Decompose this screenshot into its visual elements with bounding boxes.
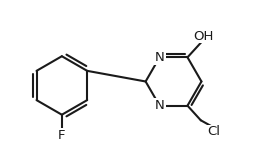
Text: N: N	[155, 51, 164, 64]
Text: F: F	[58, 129, 66, 142]
Text: N: N	[155, 99, 164, 112]
Text: OH: OH	[193, 30, 214, 43]
Text: Cl: Cl	[208, 125, 220, 138]
